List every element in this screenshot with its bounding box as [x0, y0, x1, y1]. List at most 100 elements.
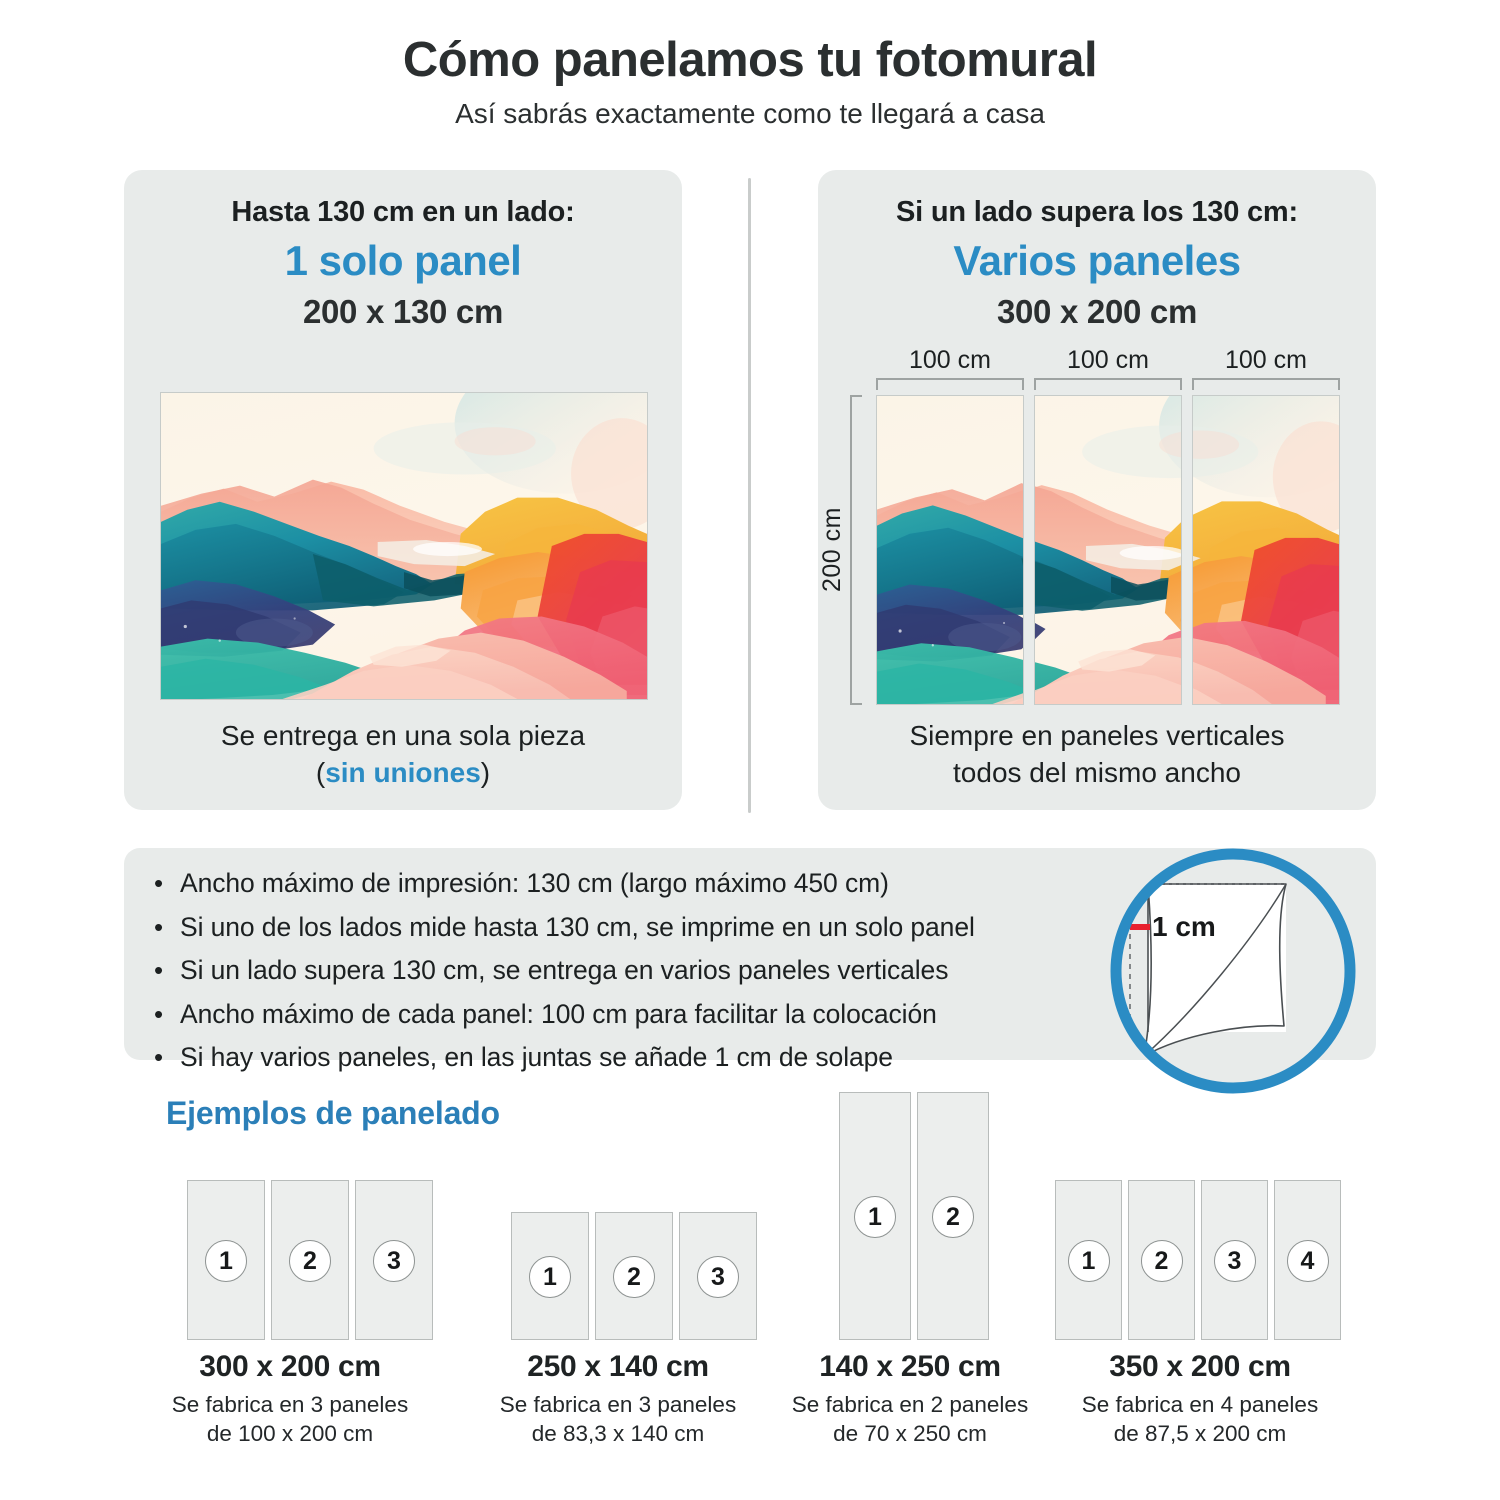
- examples-title: Ejemplos de panelado: [166, 1095, 500, 1131]
- mural-preview-panels: [876, 395, 1340, 705]
- watercolor-artwork-slice-3: [1193, 396, 1339, 704]
- panel-number-badge: 3: [373, 1240, 415, 1282]
- mural-preview-single: [160, 392, 648, 700]
- example-panel: 2: [917, 1092, 989, 1340]
- example-group: 1 2 140 x 250 cm Se fabrica en 2 paneles…: [765, 1092, 1055, 1449]
- panel-width-label-1: 100 cm: [909, 346, 991, 374]
- rule-item: • Si uno de los lados mide hasta 130 cm,…: [154, 911, 975, 942]
- example-description: Se fabrica en 2 paneles de 70 x 250 cm: [791, 1392, 1029, 1447]
- panel-number-badge: 2: [289, 1240, 331, 1282]
- mural-panel-3: [1192, 395, 1340, 705]
- watercolor-artwork-slice-2: [1035, 396, 1181, 704]
- card-single-panel: Hasta 130 cm en un lado: 1 solo panel 20…: [124, 170, 682, 810]
- example-dimensions: 140 x 250 cm: [819, 1350, 1001, 1383]
- paren-close: ): [480, 756, 491, 788]
- rule-text: Si un lado supera 130 cm, se entrega en …: [180, 955, 949, 985]
- rule-item: • Si un lado supera 130 cm, se entrega e…: [154, 957, 975, 984]
- rule-item: • Si hay varios paneles, en las juntas s…: [154, 1044, 975, 1071]
- bullet-marker-icon: •: [154, 868, 164, 898]
- card-left-title: Hasta 130 cm en un lado:: [231, 196, 575, 228]
- overlap-detail-callout: 1 cm: [1104, 842, 1362, 1100]
- example-group: 1 2 3 250 x 140 cm Se fabrica en 3 panel…: [473, 1140, 763, 1449]
- card-left-caption-line1: Se entrega en una sola pieza: [220, 720, 586, 751]
- rule-text: Ancho máximo de cada panel: 100 cm para …: [180, 998, 937, 1029]
- example-description: Se fabrica en 3 paneles de 100 x 200 cm: [171, 1392, 409, 1447]
- overlap-label: 1 cm: [1152, 911, 1216, 942]
- paper-curl-overlap-icon: 1 cm: [1110, 848, 1356, 1094]
- card-left-caption-highlight: sin uniones: [325, 756, 481, 788]
- mural-panel-2: [1034, 395, 1182, 705]
- rule-item: • Ancho máximo de impresión: 130 cm (lar…: [154, 870, 975, 897]
- example-panel: 1: [511, 1212, 589, 1340]
- example-panel: 1: [187, 1180, 265, 1340]
- panel-height-dimline: [850, 395, 862, 705]
- example-dimensions: 250 x 140 cm: [527, 1350, 709, 1383]
- panel-number-badge: 1: [205, 1240, 247, 1282]
- panel-number-badge: 2: [932, 1196, 974, 1238]
- bullet-marker-icon: •: [154, 998, 164, 1029]
- panel-width-label-2: 100 cm: [1067, 346, 1149, 374]
- bullet-marker-icon: •: [154, 1042, 164, 1072]
- example-panel: 4: [1274, 1180, 1341, 1340]
- card-multi-panel: Si un lado supera los 130 cm: Varios pan…: [818, 170, 1376, 810]
- example-group: 1 2 3 300 x 200 cm Se fabrica en 3 panel…: [140, 1140, 440, 1449]
- panel-width-dimline-1: [876, 378, 1024, 390]
- rule-item: • Ancho máximo de cada panel: 100 cm par…: [154, 998, 975, 1029]
- card-left-caption: Se entrega en una sola pieza (sin unione…: [144, 718, 662, 792]
- panel-number-badge: 1: [1067, 1240, 1110, 1282]
- panel-width-dimline-3: [1192, 378, 1340, 390]
- example-panels: 1 2 3 4: [1055, 1140, 1345, 1340]
- watercolor-artwork: [161, 393, 647, 699]
- panel-number-badge: 1: [854, 1196, 896, 1238]
- rule-text: Si uno de los lados mide hasta 130 cm, s…: [180, 911, 975, 942]
- card-right-dimensions: 300 x 200 cm: [996, 293, 1198, 330]
- panel-width-dimline-2: [1034, 378, 1182, 390]
- example-dimensions: 300 x 200 cm: [199, 1350, 381, 1383]
- panel-number-badge: 3: [1213, 1240, 1256, 1282]
- example-description: Se fabrica en 3 paneles de 83,3 x 140 cm: [499, 1392, 737, 1447]
- page-header: Cómo panelamos tu fotomural Así sabrás e…: [0, 0, 1500, 130]
- example-panel: 1: [1055, 1180, 1122, 1340]
- example-panel: 2: [271, 1180, 349, 1340]
- card-right-caption-line1: Siempre en paneles verticales: [909, 720, 1285, 751]
- watercolor-artwork-slice-1: [877, 396, 1023, 704]
- example-dimensions: 350 x 200 cm: [1109, 1350, 1291, 1383]
- panel-number-badge: 4: [1286, 1240, 1329, 1282]
- rule-text: Ancho máximo de impresión: 130 cm (largo…: [180, 868, 889, 898]
- comparison-cards: Hasta 130 cm en un lado: 1 solo panel 20…: [0, 170, 1500, 820]
- example-panel: 2: [595, 1212, 673, 1340]
- examples-section: 1 2 3 300 x 200 cm Se fabrica en 3 panel…: [0, 1092, 1500, 1470]
- example-panel: 3: [679, 1212, 757, 1340]
- panel-number-badge: 3: [697, 1256, 739, 1298]
- example-panel: 1: [839, 1092, 911, 1340]
- cards-divider: [748, 178, 751, 813]
- rule-text: Si hay varios paneles, en las juntas se …: [180, 1042, 893, 1072]
- example-panel: 2: [1128, 1180, 1195, 1340]
- card-right-accent: Varios paneles: [953, 237, 1241, 284]
- panel-width-label-3: 100 cm: [1225, 346, 1307, 374]
- example-panels: 1 2 3: [161, 1140, 433, 1340]
- panel-number-badge: 2: [1140, 1240, 1183, 1282]
- card-right-caption-line2: todos del mismo ancho: [953, 756, 1241, 788]
- card-right-title: Si un lado supera los 130 cm:: [896, 196, 1298, 228]
- page-subtitle: Así sabrás exactamente como te llegará a…: [455, 98, 1045, 129]
- panel-number-badge: 2: [613, 1256, 655, 1298]
- example-panels: 1 2: [781, 1092, 1039, 1340]
- card-left-accent: 1 solo panel: [284, 237, 522, 284]
- bullet-marker-icon: •: [154, 911, 164, 942]
- example-description: Se fabrica en 4 paneles de 87,5 x 200 cm: [1081, 1392, 1319, 1447]
- card-left-dimensions: 200 x 130 cm: [302, 293, 504, 330]
- page-title: Cómo panelamos tu fotomural: [402, 33, 1098, 87]
- card-right-caption: Siempre en paneles verticales todos del …: [838, 718, 1356, 792]
- example-panel: 3: [355, 1180, 433, 1340]
- panel-height-label: 200 cm: [818, 507, 846, 593]
- paren-open: (: [315, 756, 326, 788]
- bullet-marker-icon: •: [154, 955, 164, 985]
- example-panel: 3: [1201, 1180, 1268, 1340]
- example-group: 1 2 3 4 350 x 200 cm Se fabrica en 4 pan…: [1050, 1140, 1350, 1449]
- rules-list: • Ancho máximo de impresión: 130 cm (lar…: [154, 870, 975, 1088]
- example-panels: 1 2 3: [489, 1140, 757, 1340]
- panel-number-badge: 1: [529, 1256, 571, 1298]
- mural-panel-1: [876, 395, 1024, 705]
